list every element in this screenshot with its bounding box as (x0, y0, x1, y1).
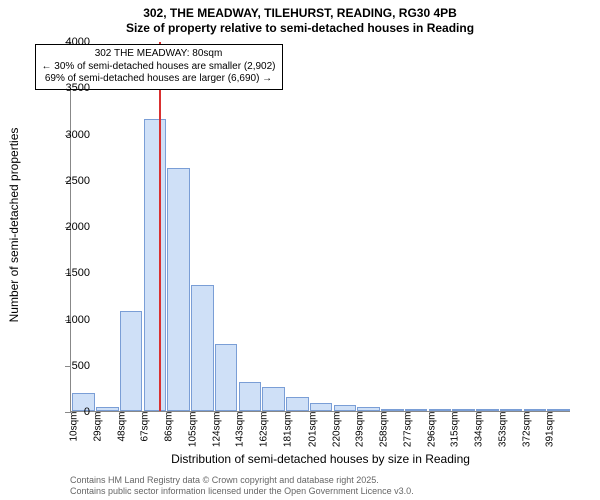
y-tick-label: 0 (84, 406, 90, 418)
x-tick-label: 239sqm (355, 412, 366, 448)
histogram-bar (191, 285, 214, 411)
y-tick-label: 2000 (66, 221, 90, 233)
histogram-bar (96, 407, 119, 411)
x-tick-label: 105sqm (187, 412, 198, 448)
x-tick-label: 29sqm (92, 412, 103, 442)
x-tick-label: 315sqm (450, 412, 461, 448)
y-tick-label: 1000 (66, 314, 90, 326)
x-tick-label: 258sqm (379, 412, 390, 448)
x-tick-label: 201sqm (307, 412, 318, 448)
histogram-bar (357, 407, 380, 411)
histogram-bar (547, 409, 570, 411)
y-axis-label: Number of semi-detached properties (7, 128, 21, 323)
x-tick-label: 391sqm (545, 412, 556, 448)
x-tick-label: 277sqm (402, 412, 413, 448)
x-tick-label: 296sqm (426, 412, 437, 448)
x-tick-label: 334sqm (474, 412, 485, 448)
x-tick-label: 67sqm (140, 412, 151, 442)
x-tick-label: 372sqm (521, 412, 532, 448)
property-marker-line (159, 42, 161, 411)
histogram-bar (120, 311, 143, 411)
y-tick-label: 3500 (66, 82, 90, 94)
x-tick-label: 162sqm (259, 412, 270, 448)
chart-title-subtitle: Size of property relative to semi-detach… (0, 20, 600, 35)
histogram-bar (524, 409, 547, 411)
x-axis-label: Distribution of semi-detached houses by … (171, 452, 470, 466)
y-tick-label: 2500 (66, 175, 90, 187)
x-tick-label: 86sqm (164, 412, 175, 442)
footer-line1: Contains HM Land Registry data © Crown c… (70, 475, 414, 486)
histogram-bar (310, 403, 333, 411)
histogram-bar (167, 168, 190, 411)
y-tick-label: 4000 (66, 36, 90, 48)
histogram-bar (405, 409, 428, 411)
histogram-bar (239, 382, 262, 411)
x-tick-label: 220sqm (331, 412, 342, 448)
y-tick-label: 500 (72, 360, 90, 372)
histogram-bar (381, 409, 404, 411)
chart-title-address: 302, THE MEADWAY, TILEHURST, READING, RG… (0, 0, 600, 20)
x-tick-label: 181sqm (282, 412, 293, 448)
histogram-bar (334, 405, 357, 411)
histogram-bar (286, 397, 309, 411)
x-tick-label: 353sqm (497, 412, 508, 448)
property-size-chart: 302, THE MEADWAY, TILEHURST, READING, RG… (0, 0, 600, 500)
histogram-bar (476, 409, 499, 411)
x-tick-label: 10sqm (69, 412, 80, 442)
y-tick-label: 1500 (66, 267, 90, 279)
histogram-bar (429, 409, 452, 411)
histogram-bar (215, 344, 238, 411)
plot-area: Distribution of semi-detached houses by … (70, 42, 570, 412)
x-tick-label: 124sqm (211, 412, 222, 448)
x-tick-label: 48sqm (116, 412, 127, 442)
histogram-bar (144, 119, 167, 411)
y-tick-label: 3000 (66, 129, 90, 141)
x-tick-label: 143sqm (235, 412, 246, 448)
histogram-bar (452, 409, 475, 411)
histogram-bar (500, 409, 523, 411)
chart-footer: Contains HM Land Registry data © Crown c… (70, 475, 414, 497)
histogram-bar (262, 387, 285, 411)
footer-line2: Contains public sector information licen… (70, 486, 414, 497)
